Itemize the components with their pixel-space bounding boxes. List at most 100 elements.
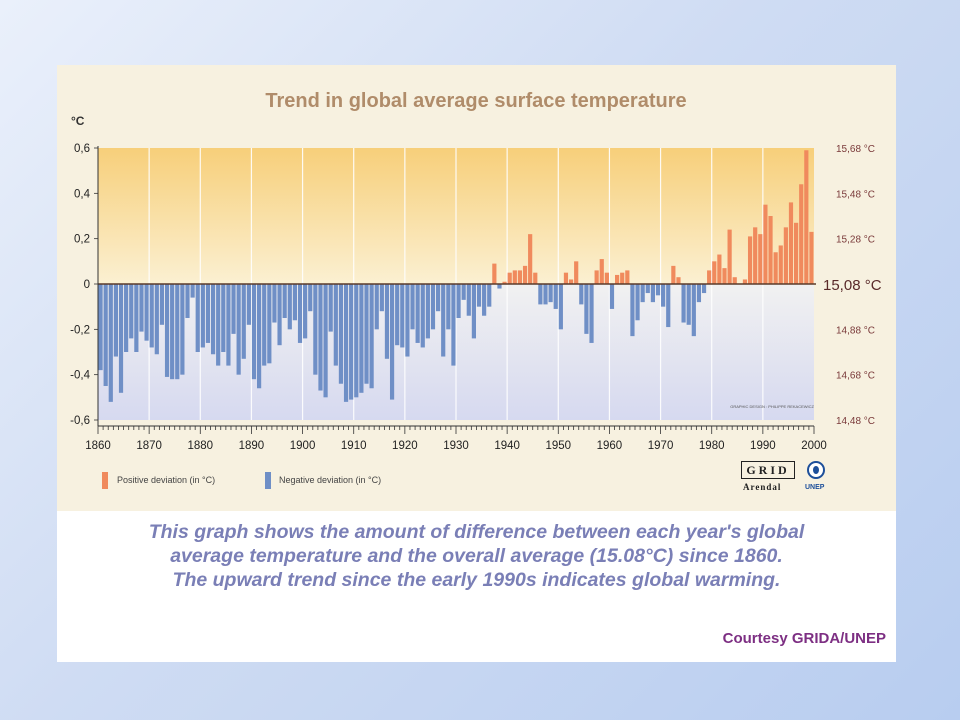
- bar-positive: [671, 265, 676, 284]
- right-axis-label: 14,68 °C: [836, 371, 875, 382]
- bar-negative: [149, 284, 154, 348]
- bar-negative: [701, 284, 707, 294]
- bar-positive: [528, 234, 533, 284]
- bar-negative: [661, 284, 666, 307]
- bar-positive: [599, 259, 604, 284]
- bar-negative: [456, 284, 461, 318]
- bar-negative: [185, 284, 190, 318]
- x-tick-label: 1900: [290, 440, 316, 452]
- bar-negative: [635, 284, 640, 321]
- bar-negative: [349, 284, 354, 400]
- x-tick-label: 1940: [494, 440, 520, 452]
- bar-positive: [615, 274, 620, 284]
- bar-negative: [154, 284, 159, 355]
- bar-positive: [625, 270, 630, 284]
- bar-negative: [441, 284, 446, 357]
- bar-negative: [118, 284, 124, 393]
- bar-negative: [216, 284, 221, 366]
- x-tick-label: 1860: [85, 440, 111, 452]
- bar-negative: [446, 284, 451, 330]
- bar-negative: [236, 284, 241, 375]
- bar-negative: [410, 284, 415, 330]
- bar-positive: [502, 281, 507, 284]
- bar-negative: [374, 284, 379, 330]
- slide-card: 0,6 0,4 0,2 0 -0,2 -0,4 -0,6 15,68 °C 15,48 °C 15…: [57, 65, 896, 662]
- bar-negative: [221, 284, 226, 352]
- bar-positive: [620, 272, 625, 284]
- bar-positive: [788, 202, 794, 284]
- bar-negative: [318, 284, 323, 391]
- bar-positive: [604, 272, 609, 284]
- bar-negative: [287, 284, 292, 330]
- bar-negative: [461, 284, 466, 300]
- y-tick-label: 0,2: [74, 234, 90, 246]
- bar-negative: [343, 284, 349, 402]
- bar-negative: [175, 284, 180, 380]
- right-axis-label: 14,48 °C: [836, 416, 875, 427]
- bar-negative: [436, 284, 441, 312]
- bar-positive: [773, 252, 778, 284]
- x-tick-label: 1950: [545, 440, 571, 452]
- bar-negative: [538, 284, 543, 305]
- right-axis-label: 15,68 °C: [836, 144, 875, 155]
- y-tick-label: 0,6: [74, 143, 90, 155]
- bar-negative: [292, 284, 297, 321]
- bar-negative: [579, 284, 584, 305]
- bar-negative: [369, 284, 374, 389]
- caption: This graph shows the amount of differenc…: [57, 520, 896, 592]
- bar-negative: [420, 284, 425, 348]
- bar-negative: [558, 284, 563, 330]
- bar-negative: [313, 284, 318, 375]
- bar-negative: [205, 284, 211, 343]
- bar-negative: [691, 284, 696, 337]
- bar-negative: [686, 284, 691, 325]
- bar-negative: [103, 284, 108, 386]
- x-tick-label: 1930: [443, 440, 469, 452]
- bar-negative: [379, 284, 384, 312]
- y-tick-label: -0,4: [70, 370, 90, 382]
- bar-negative: [144, 284, 149, 341]
- bar-negative: [262, 284, 267, 366]
- temperature-chart: 0,6 0,4 0,2 0 -0,2 -0,4 -0,6 15,68 °C 15,48 °C 15…: [70, 90, 882, 452]
- design-credit: GRAPHIC DESIGN : PHILIPPE REKACEWICZ: [730, 404, 814, 409]
- bar-negative: [333, 284, 338, 366]
- bar-positive: [758, 234, 763, 284]
- bar-negative: [108, 284, 113, 402]
- unep-emblem-icon: [807, 461, 825, 479]
- bar-negative: [277, 284, 282, 346]
- bar-negative: [308, 284, 313, 312]
- bar-negative: [630, 284, 635, 337]
- y-tick-label: -0,2: [70, 324, 90, 336]
- x-tick-label: 1990: [750, 440, 776, 452]
- bar-negative: [267, 284, 272, 364]
- y-tick-label: 0,4: [74, 188, 91, 200]
- bar-negative: [681, 284, 686, 323]
- bar-positive: [783, 227, 788, 284]
- bar-positive: [763, 204, 768, 284]
- bar-negative: [415, 284, 420, 343]
- grid-logo: GRID: [741, 461, 795, 479]
- bar-negative: [124, 284, 129, 352]
- bar-positive: [712, 261, 717, 284]
- chart-title: Trend in global average surface temperat…: [265, 90, 686, 112]
- bar-negative: [134, 284, 139, 352]
- bar-negative: [487, 284, 492, 307]
- legend-label-positive: Positive deviation (in °C): [117, 475, 216, 485]
- bar-negative: [584, 284, 589, 334]
- bar-negative: [159, 284, 165, 325]
- bar-negative: [645, 284, 650, 294]
- x-tick-label: 1870: [136, 440, 162, 452]
- bar-negative: [650, 284, 655, 303]
- x-tick-label: 1920: [392, 440, 418, 452]
- caption-line-2: average temperature and the overall aver…: [170, 545, 783, 567]
- bar-negative: [164, 284, 170, 377]
- bar-positive: [574, 261, 579, 284]
- bar-negative: [389, 284, 395, 400]
- bar-negative: [257, 284, 262, 389]
- x-tick-label: 1960: [597, 440, 623, 452]
- bar-negative: [400, 284, 405, 348]
- x-tick-label: 1890: [239, 440, 265, 452]
- bar-negative: [297, 284, 303, 343]
- bar-positive: [722, 268, 727, 284]
- bar-negative: [466, 284, 471, 316]
